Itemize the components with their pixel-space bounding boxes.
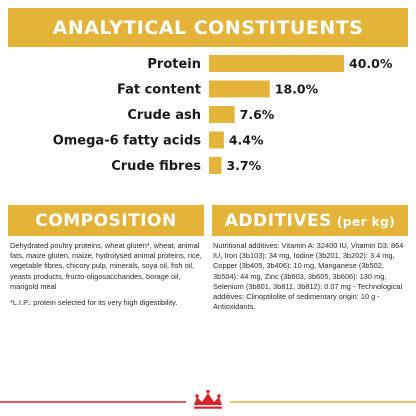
bar: [209, 55, 344, 72]
additives-title-suffix: (per kg): [336, 215, 396, 229]
additives-title: ADDITIVES: [224, 210, 332, 231]
category-label: Protein: [147, 57, 201, 72]
composition-footnote: *L.I.P.: protein selected for its very h…: [10, 298, 178, 307]
category-label: Crude fibres: [111, 159, 201, 174]
bar: [209, 131, 224, 149]
composition-title: COMPOSITION: [35, 210, 177, 231]
category-label: Omega-6 fatty acids: [53, 134, 202, 149]
additives-text: Nutritional additives: Vitamin A: 32400 …: [213, 241, 404, 312]
value-label: 4.4%: [229, 133, 264, 148]
composition-text: Dehydrated poultry proteins, wheat glute…: [10, 241, 202, 291]
crown-logo-icon: [194, 389, 222, 409]
value-label: 7.6%: [240, 107, 275, 122]
value-label: 3.7%: [226, 158, 261, 173]
value-label: 18.0%: [275, 82, 319, 97]
analytical-constituents-title: ANALYTICAL CONSTITUENTS: [52, 16, 364, 39]
bar: [209, 157, 222, 174]
analytical-constituents-header: ANALYTICAL CONSTITUENTS: [8, 8, 408, 47]
bar: [209, 80, 270, 98]
category-label: Fat content: [117, 83, 201, 98]
additives-header: ADDITIVES (per kg): [212, 205, 408, 236]
composition-header: COMPOSITION: [8, 205, 204, 236]
bar: [209, 106, 235, 123]
category-label: Crude ash: [127, 108, 201, 123]
value-label: 40.0%: [349, 56, 393, 71]
constituents-bar-chart: Protein 40.0% Fat content 18.0% Crude ash 7.6…: [53, 55, 393, 174]
footer-brand-strip: [0, 389, 416, 409]
